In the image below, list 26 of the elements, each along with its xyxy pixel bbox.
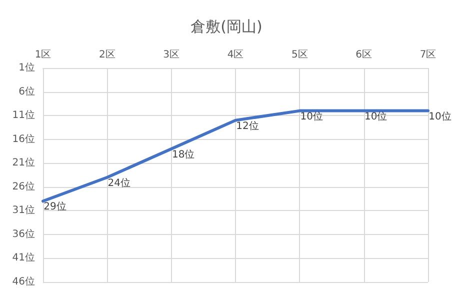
data-label: 10位 (428, 110, 452, 122)
y-tick-label: 1位 (18, 62, 35, 74)
line-series (42, 109, 430, 203)
y-tick-label: 16位 (12, 132, 35, 145)
x-tick-label: 2区 (98, 50, 116, 60)
y-tick-label: 21位 (12, 156, 35, 169)
data-label: 18位 (172, 148, 195, 160)
y-tick-label: 36位 (12, 228, 35, 240)
y-tick-label: 11位 (12, 109, 35, 122)
data-label: 24位 (108, 176, 131, 189)
x-tick-label: 5区 (291, 50, 308, 60)
data-label: 10位 (300, 110, 324, 122)
data-label: 10位 (364, 110, 388, 122)
y-tick-label: 26位 (12, 180, 35, 192)
x-tick-label: 3区 (163, 50, 180, 60)
data-label: 29位 (44, 200, 66, 213)
y-tick-label: 31位 (12, 204, 35, 216)
y-tick-label: 6位 (18, 85, 35, 98)
x-tick-label: 6区 (356, 50, 372, 60)
x-tick-label: 1区 (34, 50, 52, 60)
chart-title: 倉敷(岡山) (190, 18, 262, 36)
y-tick-label: 41位 (12, 252, 35, 264)
x-tick-label: 4区 (227, 50, 244, 60)
x-tick-label: 7区 (420, 50, 436, 60)
data-label: 12位 (236, 120, 259, 132)
y-tick-label: 46位 (12, 276, 35, 288)
